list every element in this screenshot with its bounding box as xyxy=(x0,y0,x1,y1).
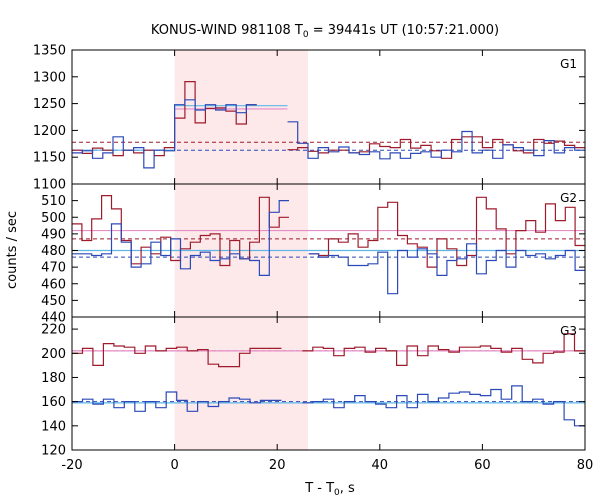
g2-ytick-label: 500 xyxy=(41,211,66,226)
g2-ytick-label: 480 xyxy=(41,244,66,259)
chart-title: KONUS-WIND 981108 T0 = 39441s UT (10:57:… xyxy=(151,23,499,40)
g2-ytick-label: 460 xyxy=(41,277,66,292)
g2-panel-label: G2 xyxy=(560,191,577,205)
g1-ytick-label: 1100 xyxy=(33,178,66,193)
g3-ytick-label: 180 xyxy=(41,371,66,386)
g3-ytick-label: 120 xyxy=(41,444,66,459)
g3-blue-series xyxy=(72,385,585,427)
g2-ytick-label: 450 xyxy=(41,294,66,309)
g2-ytick-label: 470 xyxy=(41,261,66,276)
g3-red-series xyxy=(72,333,585,368)
g3-panel-frame xyxy=(71,316,586,451)
frame-layer xyxy=(71,49,586,451)
g1-ytick-label: 1250 xyxy=(33,97,66,112)
g1-ytick-label: 1200 xyxy=(33,124,66,139)
g3-ytick-label: 140 xyxy=(41,419,66,434)
g2-ytick-label: 490 xyxy=(41,227,66,242)
g3-ytick-label: 160 xyxy=(41,395,66,410)
g1-panel-frame xyxy=(71,49,586,185)
x-axis-label: T - T0, s xyxy=(304,481,355,498)
g3-ytick-label: 200 xyxy=(41,347,66,362)
g2-blue-series xyxy=(72,200,585,295)
g1-blue-series xyxy=(72,99,585,169)
g3-panel-label: G3 xyxy=(560,324,577,338)
xtick-label: 20 xyxy=(269,458,286,473)
xtick-label: 0 xyxy=(170,458,178,473)
g1-ytick-label: 1150 xyxy=(33,151,66,166)
g2-ytick-label: 440 xyxy=(41,311,66,326)
g1-panel-label: G1 xyxy=(560,57,577,71)
data-layer xyxy=(72,81,585,427)
xtick-label: -20 xyxy=(61,458,82,473)
y-axis-label: counts / sec xyxy=(5,211,20,289)
g2-ytick-label: 510 xyxy=(41,194,66,209)
xtick-label: 80 xyxy=(577,458,594,473)
xtick-label: 60 xyxy=(474,458,491,473)
g1-ytick-label: 1300 xyxy=(33,70,66,85)
g1-red-series xyxy=(72,81,585,159)
text-layer: KONUS-WIND 981108 T0 = 39441s UT (10:57:… xyxy=(5,23,593,498)
g3-ytick-label: 220 xyxy=(41,323,66,338)
g1-ytick-label: 1350 xyxy=(33,44,66,59)
xtick-label: 40 xyxy=(372,458,389,473)
